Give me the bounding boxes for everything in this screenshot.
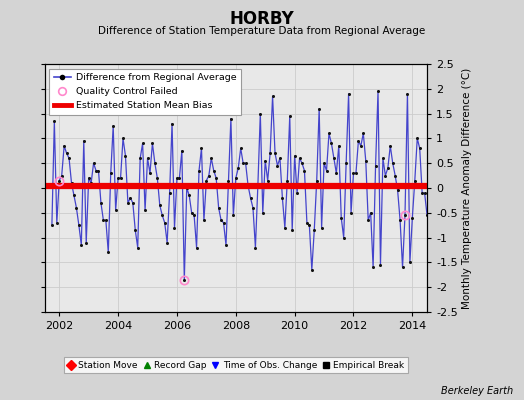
- Y-axis label: Monthly Temperature Anomaly Difference (°C): Monthly Temperature Anomaly Difference (…: [462, 67, 472, 309]
- Text: Difference of Station Temperature Data from Regional Average: Difference of Station Temperature Data f…: [99, 26, 425, 36]
- Legend: Difference from Regional Average, Quality Control Failed, Estimated Station Mean: Difference from Regional Average, Qualit…: [49, 69, 241, 115]
- Legend: Station Move, Record Gap, Time of Obs. Change, Empirical Break: Station Move, Record Gap, Time of Obs. C…: [63, 357, 408, 374]
- Text: HORBY: HORBY: [230, 10, 294, 28]
- Text: Berkeley Earth: Berkeley Earth: [441, 386, 514, 396]
